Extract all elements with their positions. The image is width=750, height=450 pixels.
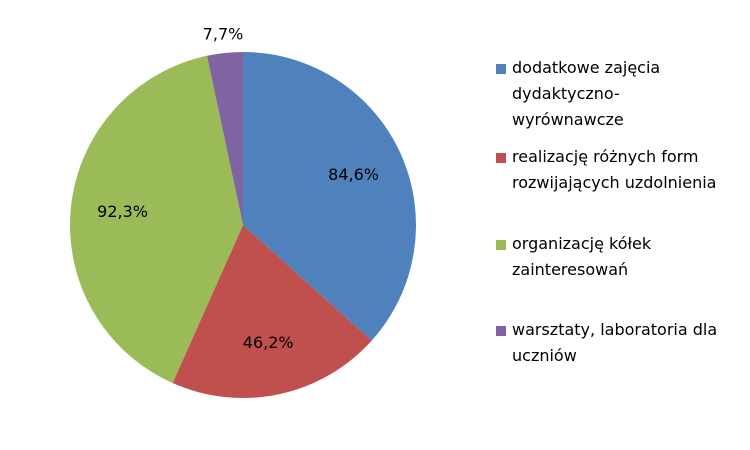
legend-item-0: dodatkowe zajęcia dydaktyczno- wyrównawc… xyxy=(496,58,660,133)
legend-swatch-3 xyxy=(496,326,506,336)
legend-label-3: warsztaty, laboratoria dla uczniów xyxy=(512,320,718,365)
legend-swatch-2 xyxy=(496,240,506,250)
pie-data-label-1: 46,2% xyxy=(243,333,294,352)
legend-item-2: organizację kółek zainteresowań xyxy=(496,234,651,283)
pie-slice-2 xyxy=(70,55,243,384)
legend-item-3: warsztaty, laboratoria dla uczniów xyxy=(496,320,717,369)
legend-label-0: dodatkowe zajęcia dydaktyczno- wyrównawc… xyxy=(512,58,661,129)
legend-label-1: realizację różnych form rozwijających uz… xyxy=(512,147,717,192)
pie-slice-1 xyxy=(172,225,372,399)
pie-slices xyxy=(70,52,417,399)
legend-swatch-0 xyxy=(496,64,506,74)
pie-slice-3 xyxy=(207,52,243,225)
pie-slice-0 xyxy=(243,52,417,341)
legend-label-2: organizację kółek zainteresowań xyxy=(512,234,652,279)
legend-item-1: realizację różnych form rozwijających uz… xyxy=(496,147,716,196)
legend-swatch-1 xyxy=(496,153,506,163)
pie-data-label-2: 92,3% xyxy=(97,202,148,221)
pie-data-label-0: 84,6% xyxy=(328,165,379,184)
pie-data-labels: 84,6% 46,2% 92,3% 7,7% xyxy=(97,25,379,352)
pie-data-label-3: 7,7% xyxy=(203,25,244,44)
